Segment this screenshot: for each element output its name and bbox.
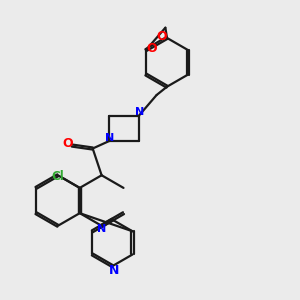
- Text: O: O: [156, 30, 167, 43]
- Text: N: N: [97, 224, 106, 234]
- Text: Cl: Cl: [52, 169, 64, 182]
- Text: O: O: [146, 42, 157, 55]
- Text: O: O: [62, 137, 73, 150]
- Text: N: N: [109, 264, 119, 277]
- Text: N: N: [135, 107, 145, 117]
- Text: N: N: [105, 133, 114, 142]
